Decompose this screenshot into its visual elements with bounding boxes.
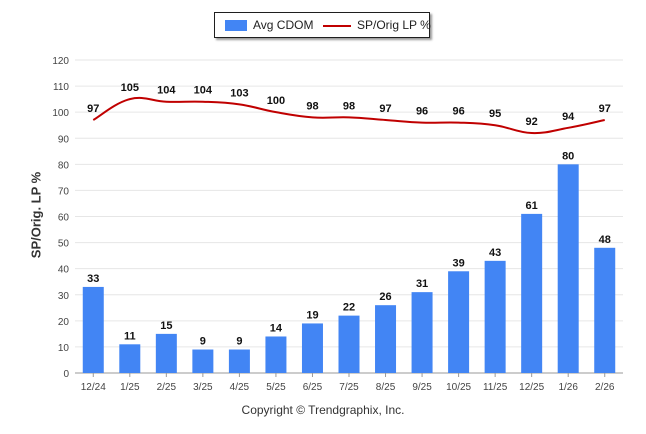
bar bbox=[375, 305, 397, 373]
bar-data-label: 48 bbox=[599, 234, 611, 246]
line-data-label: 100 bbox=[267, 95, 285, 107]
line-data-label: 97 bbox=[599, 103, 611, 115]
bar-data-label: 80 bbox=[562, 150, 574, 162]
bar bbox=[448, 271, 470, 373]
grid bbox=[75, 59, 623, 374]
bar-data-label: 9 bbox=[236, 336, 242, 348]
bar-data-label: 15 bbox=[160, 320, 172, 332]
line-data-label: 96 bbox=[416, 106, 428, 118]
y-tick-label: 40 bbox=[58, 265, 70, 276]
line-data-label: 92 bbox=[526, 116, 538, 128]
line-data-label: 97 bbox=[87, 103, 99, 115]
bar-data-label: 33 bbox=[87, 273, 99, 285]
line-series bbox=[92, 96, 605, 135]
bar-data-label: 22 bbox=[343, 302, 355, 314]
line-data-label: 103 bbox=[230, 87, 248, 99]
line-data-label: 104 bbox=[194, 85, 213, 97]
legend-label-sp-orig-lp: SP/Orig LP % bbox=[357, 18, 431, 32]
x-tick-label: 8/25 bbox=[376, 382, 396, 393]
line-data-label: 98 bbox=[343, 100, 355, 112]
x-tick-label: 10/25 bbox=[446, 382, 471, 393]
legend: Avg CDOM SP/Orig LP % bbox=[214, 12, 431, 38]
bar-data-label: 19 bbox=[306, 309, 318, 321]
line-data-labels: 97 105 104 104 103 100 98 98 97 96 96 95 92 94 97 bbox=[87, 82, 611, 128]
copyright-footer: Copyright © Trendgraphix, Inc. bbox=[241, 403, 405, 417]
x-tick-label: 2/26 bbox=[595, 382, 615, 393]
bar bbox=[119, 344, 141, 373]
x-tick-label: 1/26 bbox=[558, 382, 578, 393]
bar bbox=[594, 247, 616, 373]
x-tick-label: 5/25 bbox=[266, 382, 286, 393]
y-tick-label: 20 bbox=[58, 317, 70, 328]
line-data-label: 97 bbox=[379, 103, 391, 115]
bar-data-label: 9 bbox=[200, 336, 206, 348]
bar bbox=[557, 164, 579, 373]
x-tick-label: 1/25 bbox=[120, 382, 140, 393]
line-data-label: 98 bbox=[306, 100, 318, 112]
bar bbox=[301, 323, 323, 373]
y-tick-label: 120 bbox=[52, 56, 69, 67]
x-tick-label: 6/25 bbox=[303, 382, 323, 393]
line-data-label: 105 bbox=[121, 82, 139, 94]
line-data-label: 104 bbox=[157, 85, 176, 97]
x-tick-label: 4/25 bbox=[230, 382, 250, 393]
y-axis-label: SP/Orig. LP % bbox=[28, 171, 44, 259]
bar bbox=[155, 333, 177, 373]
bar-data-labels: 33 11 15 9 9 14 19 22 26 31 39 43 61 80 48 bbox=[87, 150, 611, 347]
bar bbox=[265, 336, 287, 373]
x-tick-label: 2/25 bbox=[157, 382, 177, 393]
bar bbox=[411, 292, 433, 373]
y-tick-label: 60 bbox=[58, 213, 70, 224]
y-tick-label: 0 bbox=[63, 369, 69, 380]
bar-data-label: 26 bbox=[379, 291, 391, 303]
x-axis: 12/24 1/25 2/25 3/25 4/25 5/25 6/25 7/25 8/25 9/2… bbox=[81, 373, 615, 393]
legend-swatch-sp-orig-lp bbox=[323, 25, 351, 27]
y-axis: 0 10 20 30 40 50 60 70 80 90 100 110 120 bbox=[52, 56, 69, 380]
bar-data-label: 43 bbox=[489, 247, 501, 259]
line-data-label: 95 bbox=[489, 108, 501, 120]
x-tick-label: 12/25 bbox=[519, 382, 544, 393]
bar-data-label: 39 bbox=[452, 257, 464, 269]
bar bbox=[82, 286, 104, 373]
y-tick-label: 80 bbox=[58, 160, 70, 171]
bar bbox=[521, 213, 543, 373]
y-tick-label: 50 bbox=[58, 239, 70, 250]
x-tick-label: 12/24 bbox=[81, 382, 106, 393]
x-tick-label: 7/25 bbox=[339, 382, 359, 393]
bar-data-label: 14 bbox=[270, 322, 283, 334]
y-tick-label: 100 bbox=[52, 108, 69, 119]
x-tick-label: 9/25 bbox=[412, 382, 432, 393]
bar-data-label: 11 bbox=[124, 330, 136, 342]
legend-swatch-avg-cdom bbox=[225, 20, 247, 31]
bar bbox=[338, 315, 360, 373]
bar bbox=[484, 260, 506, 373]
bar-data-label: 31 bbox=[416, 278, 428, 290]
line-data-label: 96 bbox=[452, 106, 464, 118]
y-tick-label: 90 bbox=[58, 134, 70, 145]
bar-series bbox=[82, 164, 616, 373]
y-tick-label: 10 bbox=[58, 343, 70, 354]
bar bbox=[228, 349, 250, 373]
x-tick-label: 11/25 bbox=[483, 382, 508, 393]
legend-label-avg-cdom: Avg CDOM bbox=[253, 18, 314, 32]
y-tick-label: 110 bbox=[53, 82, 69, 93]
bar bbox=[192, 349, 214, 373]
y-tick-label: 70 bbox=[58, 186, 70, 197]
bar-data-label: 61 bbox=[526, 200, 538, 212]
line-data-label: 94 bbox=[562, 111, 575, 123]
x-tick-label: 3/25 bbox=[193, 382, 213, 393]
y-tick-label: 30 bbox=[58, 291, 70, 302]
